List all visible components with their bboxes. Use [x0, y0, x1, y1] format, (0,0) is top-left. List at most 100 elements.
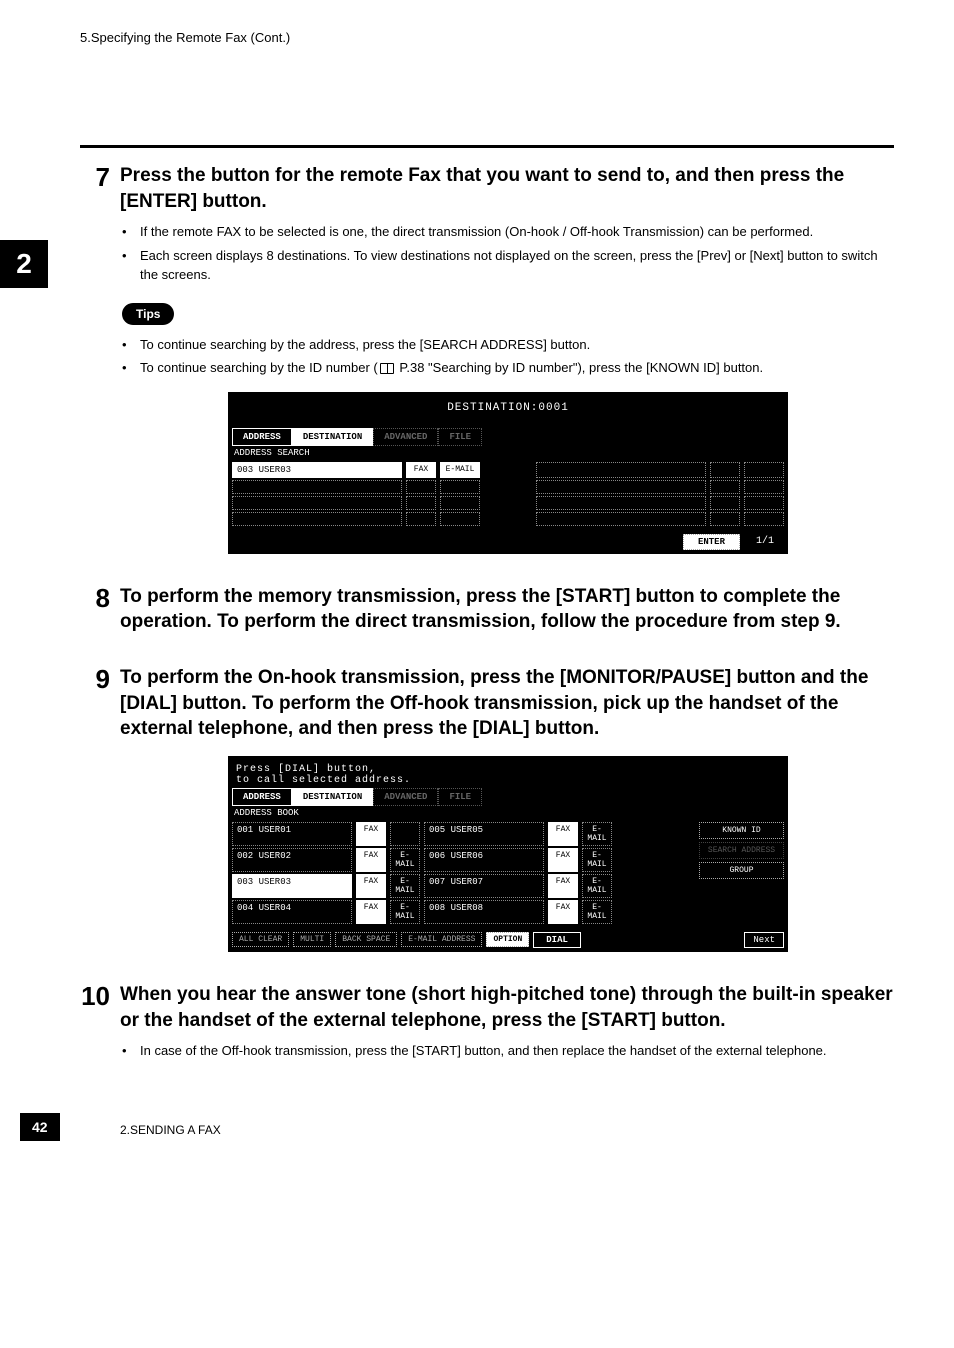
- fax-button[interactable]: [406, 496, 436, 510]
- step-7: 7 Press the button for the remote Fax th…: [80, 163, 894, 554]
- note-text: If the remote FAX to be selected is one,…: [140, 222, 813, 242]
- fax-button[interactable]: [710, 480, 740, 494]
- fax-button[interactable]: [710, 462, 740, 478]
- step-number: 7: [80, 163, 110, 192]
- email-button[interactable]: [744, 512, 784, 526]
- address-entry[interactable]: 007 USER07: [424, 874, 544, 898]
- tips-list: To continue searching by the address, pr…: [122, 335, 894, 378]
- search-address-button[interactable]: SEARCH ADDRESS: [699, 842, 784, 859]
- fax-button[interactable]: FAX: [548, 848, 578, 872]
- address-entry-empty[interactable]: [536, 512, 706, 526]
- address-entry-empty[interactable]: [536, 496, 706, 510]
- fax-button[interactable]: [406, 480, 436, 494]
- email-button[interactable]: [390, 822, 420, 846]
- footer-chapter: 2.SENDING A FAX: [120, 1123, 221, 1137]
- email-button[interactable]: E-MAIL: [582, 822, 612, 846]
- email-button[interactable]: E-MAIL: [582, 848, 612, 872]
- address-entry[interactable]: 005 USER05: [424, 822, 544, 846]
- option-button[interactable]: OPTION: [486, 932, 529, 947]
- page-footer: 42 2.SENDING A FAX: [20, 1111, 894, 1141]
- screen-title: Press [DIAL] button, to call selected ad…: [232, 760, 784, 788]
- step-10: 10 When you hear the answer tone (short …: [80, 982, 894, 1061]
- screen-title: DESTINATION:0001: [232, 396, 784, 428]
- fax-button[interactable]: [710, 512, 740, 526]
- email-button[interactable]: E-MAIL: [440, 462, 480, 478]
- tip-text: To continue searching by the address, pr…: [140, 335, 590, 355]
- step-title: Press the button for the remote Fax that…: [120, 163, 894, 214]
- email-address-button[interactable]: E-MAIL ADDRESS: [401, 932, 482, 947]
- divider: [80, 145, 894, 148]
- email-button[interactable]: E-MAIL: [390, 900, 420, 924]
- email-button[interactable]: [440, 512, 480, 526]
- note-text: In case of the Off-hook transmission, pr…: [140, 1041, 827, 1061]
- fax-button[interactable]: [710, 496, 740, 510]
- address-entry[interactable]: 001 USER01: [232, 822, 352, 846]
- lcd-screen-2: Press [DIAL] button, to call selected ad…: [228, 756, 788, 952]
- enter-button[interactable]: ENTER: [683, 534, 740, 550]
- step-8: 8 To perform the memory transmission, pr…: [80, 584, 894, 635]
- email-button[interactable]: E-MAIL: [582, 874, 612, 898]
- address-entry[interactable]: 008 USER08: [424, 900, 544, 924]
- email-button[interactable]: [440, 496, 480, 510]
- email-button[interactable]: [744, 480, 784, 494]
- tab-advanced[interactable]: ADVANCED: [373, 428, 438, 446]
- step-9: 9 To perform the On-hook transmission, p…: [80, 665, 894, 952]
- all-clear-button[interactable]: ALL CLEAR: [232, 932, 289, 947]
- address-entry-empty[interactable]: [232, 496, 402, 510]
- screen-subline: ADDRESS SEARCH: [234, 448, 784, 458]
- fax-button[interactable]: FAX: [356, 874, 386, 898]
- tab-advanced[interactable]: ADVANCED: [373, 788, 438, 806]
- dial-button[interactable]: DIAL: [533, 932, 581, 948]
- backspace-button[interactable]: BACK SPACE: [335, 932, 397, 947]
- next-button[interactable]: Next: [744, 932, 784, 948]
- address-entry-empty[interactable]: [536, 480, 706, 494]
- note-text: Each screen displays 8 destinations. To …: [140, 246, 894, 285]
- step-title: When you hear the answer tone (short hig…: [120, 982, 894, 1033]
- step-number: 10: [80, 982, 110, 1011]
- fax-button[interactable]: FAX: [548, 874, 578, 898]
- fax-button[interactable]: [406, 512, 436, 526]
- address-entry[interactable]: 003 USER03: [232, 462, 402, 478]
- tab-address[interactable]: ADDRESS: [232, 428, 292, 446]
- known-id-button[interactable]: KNOWN ID: [699, 822, 784, 839]
- section-header: 5.Specifying the Remote Fax (Cont.): [80, 30, 894, 45]
- fax-button[interactable]: FAX: [356, 848, 386, 872]
- email-button[interactable]: [744, 496, 784, 510]
- chapter-side-tab: 2: [0, 240, 48, 288]
- group-button[interactable]: GROUP: [699, 862, 784, 879]
- tab-destination[interactable]: DESTINATION: [292, 788, 373, 806]
- address-entry-empty[interactable]: [536, 462, 706, 478]
- email-button[interactable]: E-MAIL: [582, 900, 612, 924]
- address-entry-empty[interactable]: [232, 480, 402, 494]
- email-button[interactable]: [440, 480, 480, 494]
- step-number: 8: [80, 584, 110, 613]
- address-entry[interactable]: 006 USER06: [424, 848, 544, 872]
- screen-subline: ADDRESS BOOK: [234, 808, 784, 818]
- fax-button[interactable]: FAX: [356, 900, 386, 924]
- step-notes: In case of the Off-hook transmission, pr…: [122, 1041, 894, 1061]
- address-entry[interactable]: 003 USER03: [232, 874, 352, 898]
- address-entry-empty[interactable]: [232, 512, 402, 526]
- step-title: To perform the memory transmission, pres…: [120, 584, 894, 635]
- tab-address[interactable]: ADDRESS: [232, 788, 292, 806]
- email-button[interactable]: [744, 462, 784, 478]
- tab-file[interactable]: FILE: [438, 428, 482, 446]
- step-title: To perform the On-hook transmission, pre…: [120, 665, 894, 742]
- fax-button[interactable]: FAX: [548, 900, 578, 924]
- step-notes: If the remote FAX to be selected is one,…: [122, 222, 894, 285]
- tab-file[interactable]: FILE: [438, 788, 482, 806]
- address-entry[interactable]: 002 USER02: [232, 848, 352, 872]
- email-button[interactable]: E-MAIL: [390, 874, 420, 898]
- fax-button[interactable]: FAX: [356, 822, 386, 846]
- address-entry[interactable]: 004 USER04: [232, 900, 352, 924]
- multi-button[interactable]: MULTI: [293, 932, 331, 947]
- lcd-screen-1: DESTINATION:0001 ADDRESS DESTINATION ADV…: [228, 392, 788, 554]
- email-button[interactable]: E-MAIL: [390, 848, 420, 872]
- book-icon: [380, 363, 394, 374]
- page-indicator: 1/1: [746, 534, 784, 550]
- fax-button[interactable]: FAX: [406, 462, 436, 478]
- step-number: 9: [80, 665, 110, 694]
- tab-destination[interactable]: DESTINATION: [292, 428, 373, 446]
- fax-button[interactable]: FAX: [548, 822, 578, 846]
- tips-badge: Tips: [122, 303, 174, 325]
